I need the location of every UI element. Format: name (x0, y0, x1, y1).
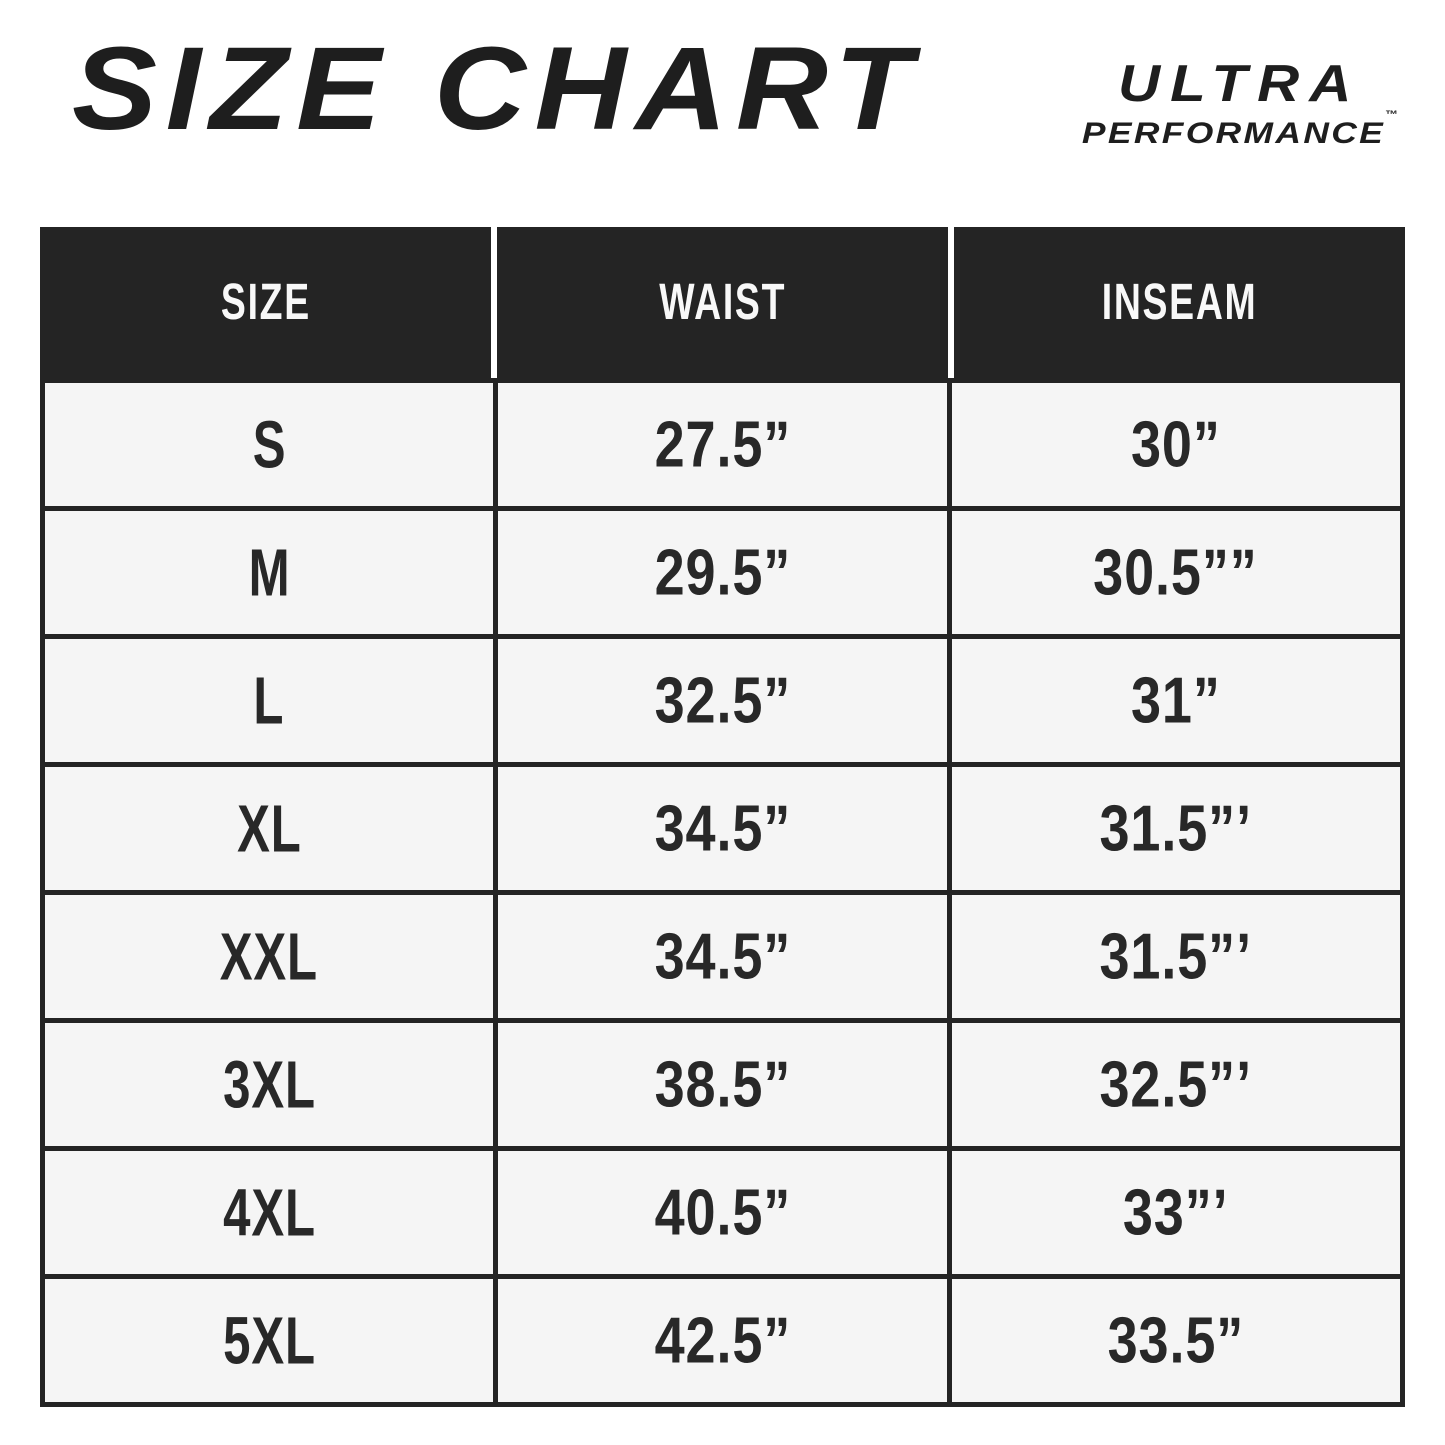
table-row-5xl-size: 5XL (45, 1279, 494, 1402)
table-row-5xl-waist: 42.5” (498, 1279, 947, 1402)
size-table: SIZE WAIST INSEAM S 27.5” 30” M 29.5” 30… (40, 227, 1405, 1407)
brand-ultra-text: ULTRA (1118, 55, 1362, 113)
table-row-3xl-size: 3XL (45, 1023, 494, 1146)
table-row-5xl-inseam: 33.5” (951, 1279, 1400, 1402)
table-row-xxl-waist: 34.5” (498, 895, 947, 1018)
table-header-row: SIZE WAIST INSEAM (40, 227, 1405, 378)
trademark-symbol: ™ (1385, 109, 1399, 121)
header-cell-waist: WAIST (497, 227, 948, 378)
table-row-s-waist: 27.5” (498, 383, 947, 506)
table-row-4xl-waist: 40.5” (498, 1151, 947, 1274)
header-cell-inseam: INSEAM (954, 227, 1405, 378)
brand-logo: ULTRA PERFORMANCE™ (1080, 58, 1400, 149)
page-title: SIZE CHART (72, 23, 921, 155)
table-row-m-size: M (45, 511, 494, 634)
table-row-3xl-waist: 38.5” (498, 1023, 947, 1146)
table-row-s-inseam: 30” (951, 383, 1400, 506)
table-row-xxl-size: XXL (45, 895, 494, 1018)
table-row-3xl-inseam: 32.5”’ (951, 1023, 1400, 1146)
table-row-xxl-inseam: 31.5”’ (951, 895, 1400, 1018)
table-row-4xl-inseam: 33”’ (951, 1151, 1400, 1274)
table-row-xl-waist: 34.5” (498, 767, 947, 890)
header-cell-inseam-label: INSEAM (1101, 273, 1258, 331)
brand-performance-text: PERFORMANCE™ (1081, 110, 1398, 150)
table-row-l-inseam: 31” (951, 639, 1400, 762)
header-cell-waist-label: WAIST (659, 273, 786, 331)
table-row-s-size: S (45, 383, 494, 506)
header-cell-size-label: SIZE (220, 273, 311, 331)
table-row-m-inseam: 30.5”” (951, 511, 1400, 634)
table-row-m-waist: 29.5” (498, 511, 947, 634)
table-row-l-size: L (45, 639, 494, 762)
table-row-4xl-size: 4XL (45, 1151, 494, 1274)
table-body: S 27.5” 30” M 29.5” 30.5”” L 32.5” 31” X… (40, 378, 1405, 1407)
table-row-l-waist: 32.5” (498, 639, 947, 762)
table-row-xl-inseam: 31.5”’ (951, 767, 1400, 890)
table-row-xl-size: XL (45, 767, 494, 890)
brand-performance-label: PERFORMANCE (1081, 117, 1386, 150)
header-cell-size: SIZE (40, 227, 491, 378)
